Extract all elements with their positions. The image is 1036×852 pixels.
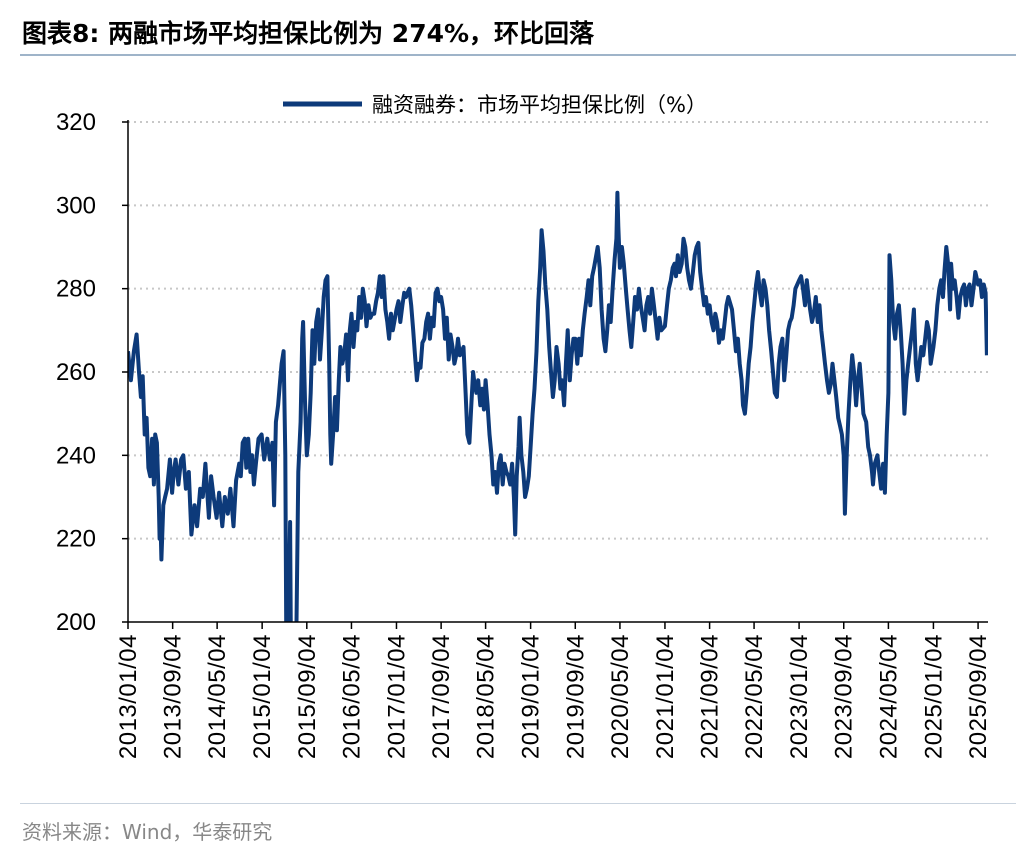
legend-label: 融资融券：市场平均担保比例（%） xyxy=(372,93,707,117)
title-divider xyxy=(20,54,1016,56)
x-tick-label: 2016/05/04 xyxy=(339,634,366,759)
x-tick-label: 2021/09/04 xyxy=(697,634,724,759)
y-tick-label: 240 xyxy=(56,442,96,469)
x-tick-label: 2020/05/04 xyxy=(607,634,634,759)
x-tick-label: 2019/01/04 xyxy=(518,634,545,759)
x-tick-label: 2019/09/04 xyxy=(562,634,589,759)
x-tick-label: 2017/01/04 xyxy=(384,634,411,759)
x-tick-label: 2015/09/04 xyxy=(294,634,321,759)
x-tick-label: 2023/09/04 xyxy=(831,634,858,759)
x-tick-label: 2017/09/04 xyxy=(428,634,455,759)
x-tick-label: 2021/01/04 xyxy=(652,634,679,759)
y-tick-label: 300 xyxy=(56,192,96,219)
x-tick-label: 2025/09/04 xyxy=(965,634,992,759)
x-tick-label: 2013/01/04 xyxy=(115,634,142,759)
y-tick-label: 320 xyxy=(56,109,96,136)
x-tick-label: 2022/05/04 xyxy=(741,634,768,759)
x-tick-label: 2013/09/04 xyxy=(160,634,187,759)
y-tick-label: 280 xyxy=(56,276,96,303)
x-tick-label: 2024/05/04 xyxy=(875,634,902,759)
x-tick-label: 2025/01/04 xyxy=(920,634,947,759)
x-tick-label: 2014/05/04 xyxy=(204,634,231,759)
series-line xyxy=(128,190,988,622)
y-tick-label: 260 xyxy=(56,359,96,386)
y-tick-label: 220 xyxy=(56,526,96,553)
y-tick-label: 200 xyxy=(56,609,96,636)
source-note: 资料来源：Wind，华泰研究 xyxy=(22,820,273,844)
x-tick-label: 2023/01/04 xyxy=(786,634,813,759)
chart-title: 图表8: 两融市场平均担保比例为 274%，环比回落 xyxy=(22,19,595,48)
x-tick-label: 2018/05/04 xyxy=(473,634,500,759)
source-divider xyxy=(20,803,1016,804)
x-tick-label: 2015/01/04 xyxy=(249,634,276,759)
